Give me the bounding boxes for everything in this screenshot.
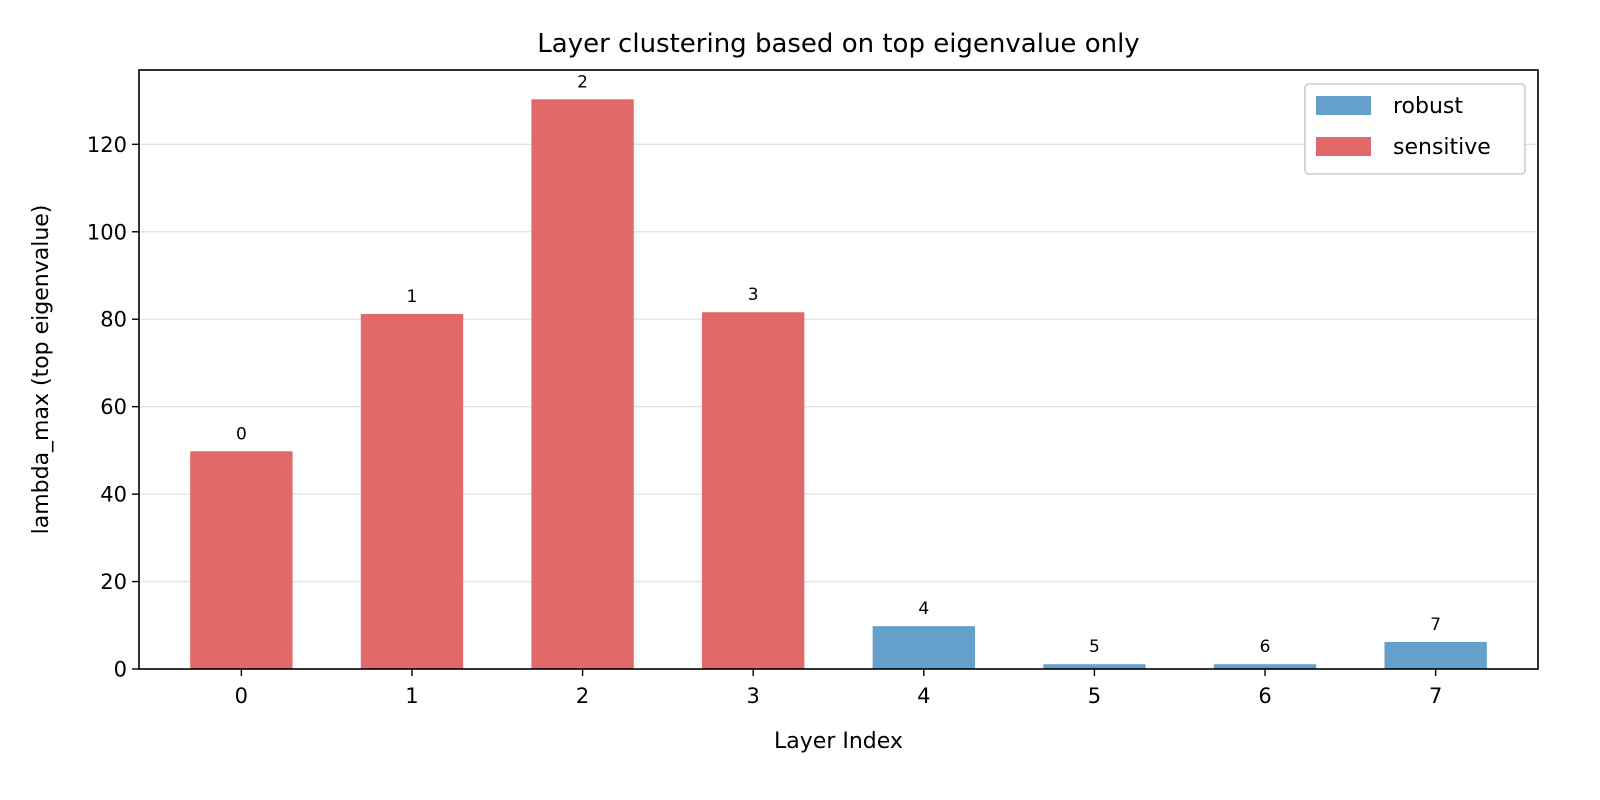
legend-swatch-robust: [1316, 96, 1371, 115]
bars: [190, 99, 1487, 669]
bar-robust: [872, 626, 975, 669]
bar-robust: [1043, 664, 1146, 669]
y-tick-label: 20: [100, 570, 127, 594]
bar-data-label: 4: [918, 599, 929, 619]
bar-robust: [1384, 641, 1487, 669]
bar-sensitive: [531, 99, 634, 669]
bar-data-label: 2: [577, 72, 588, 92]
x-tick-label: 7: [1429, 684, 1442, 708]
y-axis-title: lambda_max (top eigenvalue): [29, 205, 54, 535]
legend: robust sensitive: [1304, 83, 1526, 175]
bar-sensitive: [190, 451, 293, 669]
bar-data-label: 7: [1430, 615, 1441, 635]
x-tick-label: 4: [917, 684, 930, 708]
x-axis-title: Layer Index: [774, 729, 903, 754]
bar-data-label: 0: [236, 424, 247, 444]
bar-sensitive: [360, 313, 464, 669]
chart-title: Layer clustering based on top eigenvalue…: [537, 29, 1139, 59]
legend-label-sensitive: sensitive: [1393, 135, 1491, 160]
bar-data-label: 5: [1089, 637, 1100, 657]
x-tick-label: 2: [576, 684, 589, 708]
y-tick-label: 0: [114, 658, 127, 682]
bar-robust: [1213, 664, 1317, 669]
x-tick-label: 3: [747, 684, 760, 708]
x-tick-label: 6: [1258, 684, 1271, 708]
x-tick-label: 5: [1088, 684, 1101, 708]
x-tick-label: 0: [235, 684, 248, 708]
gridlines: [139, 143, 1538, 583]
x-tick-label: 1: [405, 684, 418, 708]
x-axis-ticks: 0 1 2 3 4 5 6 7: [235, 669, 1442, 708]
y-axis-ticks: 0 20 40 60 80 100 120: [87, 133, 139, 682]
y-tick-label: 80: [100, 308, 127, 332]
legend-swatch-sensitive: [1316, 137, 1371, 156]
bar-sensitive: [702, 312, 805, 669]
y-tick-label: 60: [100, 395, 127, 419]
y-tick-label: 120: [87, 133, 127, 157]
bar-data-label: 6: [1260, 637, 1271, 657]
bar-data-label: 1: [407, 287, 418, 307]
plot-frame: [138, 69, 1539, 670]
y-tick-label: 40: [100, 483, 127, 507]
y-tick-label: 100: [87, 220, 127, 244]
bar-data-label: 3: [748, 285, 759, 305]
bar-labels: 0 1 2 3 4 5 6 7: [236, 72, 1441, 657]
legend-label-robust: robust: [1393, 94, 1463, 119]
